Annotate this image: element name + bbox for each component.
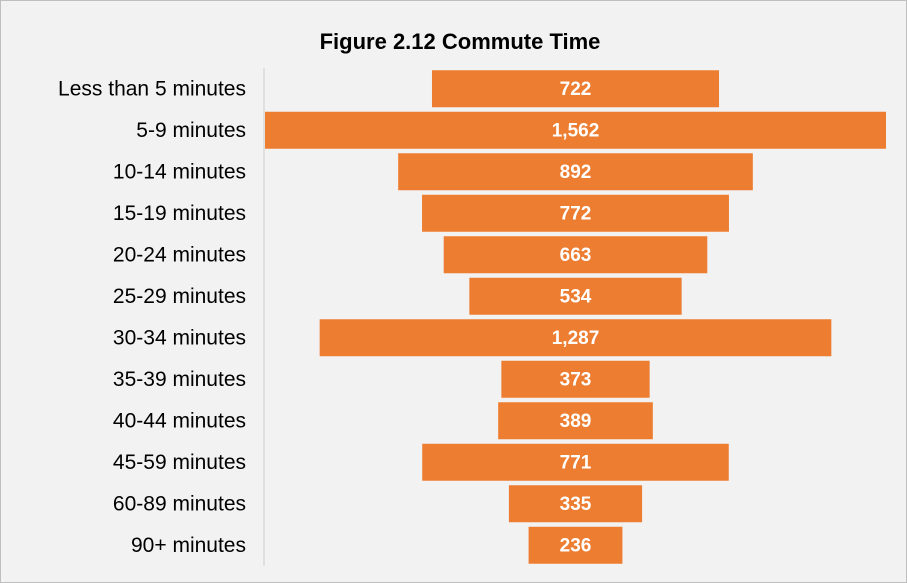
value-label: 236	[560, 535, 592, 556]
bar	[508, 485, 643, 523]
value-label: 335	[560, 494, 592, 515]
bar	[319, 319, 832, 357]
category-label: 35-39 minutes	[113, 368, 246, 391]
value-label: 389	[560, 411, 592, 432]
value-label: 771	[560, 452, 592, 473]
value-label: 1,562	[552, 120, 600, 141]
category-label: 10-14 minutes	[113, 160, 246, 183]
bar	[422, 443, 729, 481]
category-label: 40-44 minutes	[113, 409, 246, 432]
value-label: 772	[560, 203, 592, 224]
bar	[265, 111, 886, 149]
bar	[431, 70, 720, 108]
value-label: 1,287	[552, 328, 600, 349]
category-label: 60-89 minutes	[113, 492, 246, 515]
value-label: 722	[560, 79, 592, 100]
chart-title: Figure 2.12 Commute Time	[320, 29, 601, 54]
bar	[398, 153, 753, 191]
category-label: 5-9 minutes	[136, 119, 246, 142]
category-label: Less than 5 minutes	[58, 77, 246, 100]
category-label: 15-19 minutes	[113, 202, 246, 225]
category-label: 90+ minutes	[131, 534, 246, 557]
bar	[469, 277, 682, 315]
category-label: 25-29 minutes	[113, 285, 246, 308]
bar	[528, 526, 623, 564]
category-label: 30-34 minutes	[113, 326, 246, 349]
value-label: 892	[560, 162, 592, 183]
value-label: 534	[560, 286, 592, 307]
category-label: 20-24 minutes	[113, 243, 246, 266]
bar	[422, 194, 729, 232]
bar	[498, 402, 653, 440]
bar	[501, 360, 650, 398]
category-label: 45-59 minutes	[113, 451, 246, 474]
value-label: 663	[560, 245, 592, 266]
bar	[443, 236, 708, 274]
value-label: 373	[560, 369, 592, 390]
